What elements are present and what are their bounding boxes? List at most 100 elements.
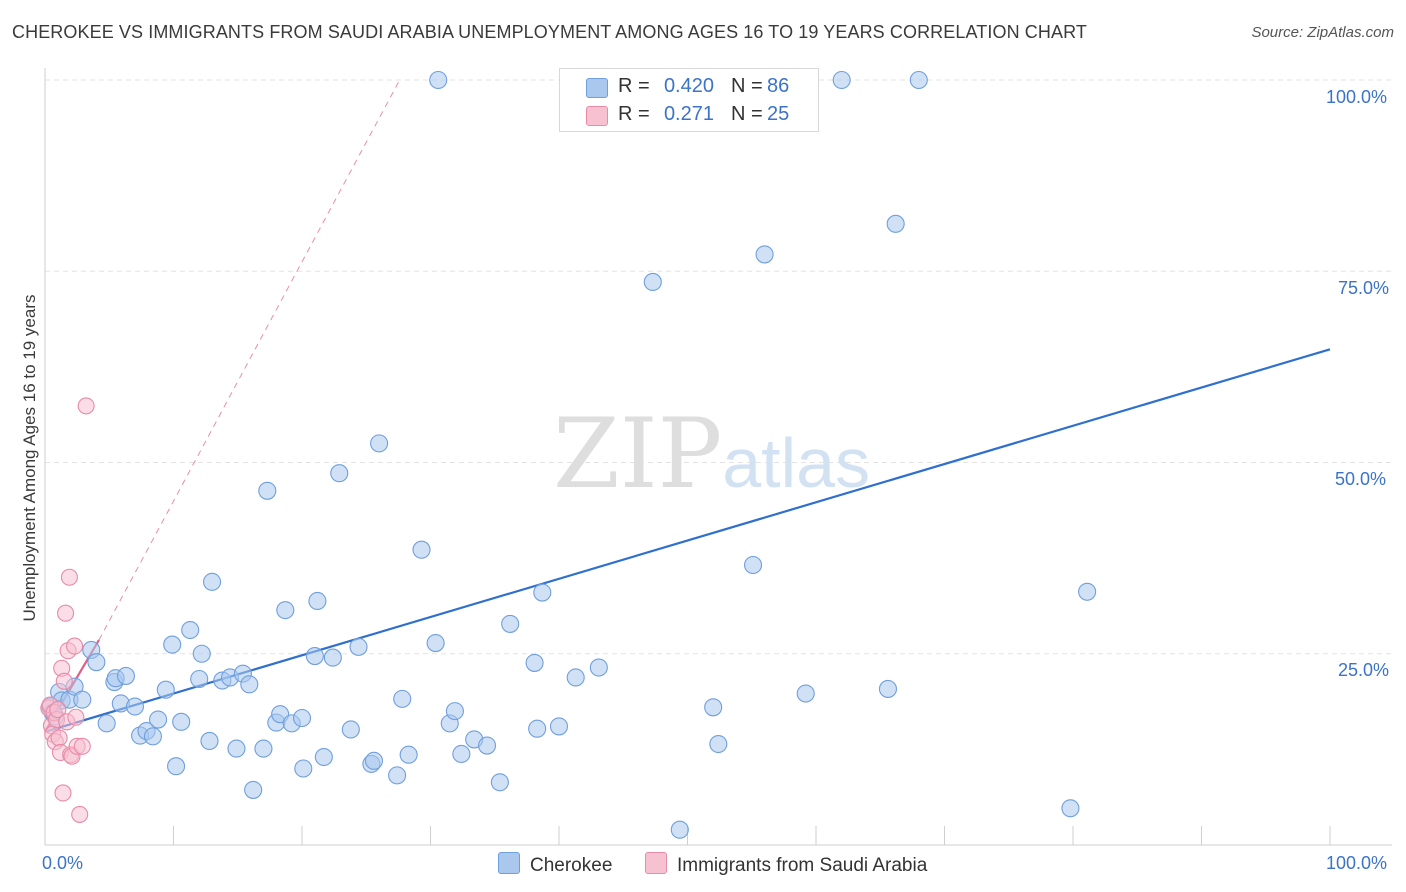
cherokee-point — [490, 773, 509, 792]
chart-title: CHEROKEE VS IMMIGRANTS FROM SAUDI ARABIA… — [12, 22, 1087, 42]
cherokee-point — [388, 766, 407, 785]
saudi-point — [67, 708, 85, 726]
cherokee-point — [709, 734, 728, 754]
cherokee-point — [704, 698, 723, 717]
cherokee-point — [203, 572, 222, 591]
cherokee-point — [192, 644, 211, 663]
saudi-point — [60, 568, 78, 586]
cherokee-legend-label: Cherokee — [530, 855, 613, 876]
cherokee-legend-swatch — [498, 852, 520, 874]
cherokee-point — [429, 70, 448, 90]
legend-row-saudi: R = 0.271 N = 25 — [560, 101, 818, 129]
legend-row-cherokee: R = 0.420 N = 86 — [560, 73, 818, 101]
cherokee-point — [254, 739, 273, 758]
cherokee-point — [276, 601, 295, 620]
saudi-point — [66, 637, 84, 655]
cherokee-point — [393, 689, 412, 708]
saudi-points — [40, 397, 95, 823]
cherokee-point — [1078, 582, 1097, 601]
cherokee-point — [477, 736, 497, 755]
saudi-point — [57, 604, 75, 622]
cherokee-point — [1061, 799, 1080, 818]
legend-r-label: R = — [618, 103, 650, 125]
cherokee-point — [412, 540, 431, 559]
cherokee-point — [125, 697, 144, 716]
y-tick-label-100: 100.0% — [1326, 87, 1388, 107]
y-tick-label-75: 75.0% — [1338, 278, 1390, 298]
x-tick-label-min: 0.0% — [42, 853, 84, 873]
cherokee-point — [670, 820, 689, 839]
y-axis-label: Unemployment Among Ages 16 to 19 years — [20, 294, 39, 622]
legend-n-label: N = — [731, 103, 763, 125]
cherokee-point — [294, 759, 313, 778]
cherokee-point — [349, 637, 368, 656]
cherokee-point — [528, 719, 547, 738]
cherokee-trend-line — [44, 348, 1331, 733]
cherokee-point — [200, 731, 219, 751]
watermark-atlas: atlas — [722, 424, 871, 502]
cherokee-point — [167, 757, 186, 776]
bottom-legend-cherokee: Cherokee — [498, 852, 612, 877]
cherokee-point — [501, 614, 520, 633]
saudi-legend-label: Immigrants from Saudi Arabia — [677, 855, 928, 876]
cherokee-point — [181, 620, 200, 640]
saudi-point — [55, 672, 73, 690]
y-tick-label-50: 50.0% — [1335, 469, 1387, 489]
saudi-trend-extension — [98, 79, 401, 641]
bottom-legend-saudi: Immigrants from Saudi Arabia — [645, 852, 927, 877]
cherokee-point — [445, 702, 464, 721]
cherokee-point — [566, 668, 585, 687]
cherokee-point — [549, 717, 569, 736]
cherokee-point — [589, 658, 608, 677]
cherokee-point — [341, 720, 360, 739]
cherokee-point — [87, 653, 106, 672]
cherokee-point — [886, 214, 905, 233]
cherokee-point — [172, 712, 191, 731]
cherokee-point — [244, 780, 263, 799]
saudi-point — [77, 397, 95, 415]
saudi-point — [54, 784, 72, 802]
cherokee-point — [292, 708, 312, 728]
cherokee-point — [156, 680, 175, 699]
saudi-point — [71, 805, 89, 823]
cherokee-point — [116, 666, 136, 685]
cherokee-point — [909, 70, 928, 90]
source-label: Source: ZipAtlas.com — [1251, 24, 1394, 41]
cherokee-point — [97, 714, 116, 733]
cherokee-point — [364, 751, 384, 770]
y-tick-label-25: 25.0% — [1338, 660, 1390, 680]
cherokee-point — [240, 675, 259, 694]
cherokee-point — [452, 744, 471, 764]
cherokee-point — [73, 690, 92, 709]
cherokee-point — [163, 635, 182, 654]
legend-n-value-cherokee: 86 — [767, 75, 790, 97]
cherokee-point — [533, 583, 552, 602]
cherokee-point — [305, 646, 324, 666]
cherokee-point — [227, 739, 246, 758]
legend-n-label: N = — [731, 75, 763, 97]
cherokee-point — [143, 727, 162, 746]
cherokee-point — [643, 272, 662, 292]
cherokee-point — [149, 710, 168, 729]
cherokee-point — [258, 481, 277, 500]
legend-r-label: R = — [618, 75, 650, 97]
saudi-point — [50, 729, 68, 747]
saudi-point — [73, 737, 91, 755]
cherokee-point — [832, 70, 851, 90]
watermark: ZIPatlas — [553, 398, 870, 510]
saudi-point — [49, 701, 67, 719]
cherokee-swatch — [586, 78, 608, 98]
cherokee-point — [399, 745, 418, 764]
saudi-legend-swatch — [645, 852, 667, 874]
cherokee-point — [370, 434, 389, 453]
gridlines — [45, 79, 1392, 655]
legend-r-value-cherokee: 0.420 — [663, 75, 714, 97]
cherokee-point — [308, 591, 327, 611]
legend-r-value-saudi: 0.271 — [663, 103, 714, 125]
cherokee-point — [525, 653, 544, 672]
x-tick-label-max: 100.0% — [1326, 853, 1388, 873]
cherokee-point — [190, 669, 209, 689]
cherokee-point — [426, 633, 445, 653]
cherokee-point — [878, 679, 898, 698]
cherokee-point — [323, 648, 342, 667]
